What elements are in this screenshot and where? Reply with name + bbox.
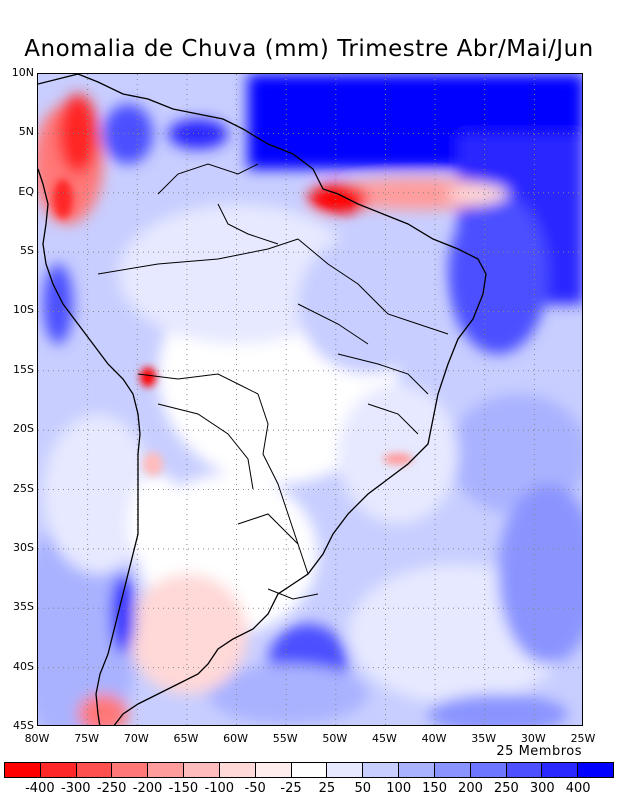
longitude-label: 50W — [322, 732, 348, 745]
colorbar-swatch — [76, 763, 113, 777]
colorbar-swatch — [148, 763, 185, 777]
colorbar-swatch — [40, 763, 77, 777]
south-america-coastline — [38, 74, 487, 725]
longitude-label: 30W — [520, 732, 546, 745]
latitude-label: 20S — [13, 422, 34, 436]
latitude-label: 25S — [13, 481, 34, 495]
colorbar-label: 25 — [318, 781, 336, 796]
colorbar-label: 50 — [354, 781, 372, 796]
colorbar-label: 200 — [458, 781, 483, 796]
colorbar-swatch — [542, 763, 579, 777]
latitude-label: 15S — [13, 362, 34, 376]
country-borders — [97, 163, 449, 600]
map-title: Anomalia de Chuva (mm) Trimestre Abr/Mai… — [24, 36, 594, 62]
colorbar-swatch — [219, 763, 256, 777]
longitude-label: 35W — [471, 732, 497, 745]
colorbar-swatch — [327, 763, 364, 777]
colorbar-label: 100 — [386, 781, 412, 796]
longitude-label: 25W — [570, 732, 596, 745]
colorbar-label: -50 — [244, 781, 266, 796]
graticule — [38, 74, 582, 725]
latitude-label: 35S — [13, 600, 34, 614]
colorbar-label: 250 — [493, 781, 519, 796]
map-canvas — [38, 74, 582, 725]
latitude-label: 10S — [13, 303, 34, 317]
latitude-label: 30S — [13, 540, 34, 554]
latitude-label: EQ — [18, 184, 34, 198]
colorbar-swatch — [506, 763, 543, 777]
latitude-label: 45S — [13, 719, 34, 732]
longitude-label: 45W — [372, 732, 397, 745]
latitude-label: 5S — [20, 244, 34, 258]
colorbar-label: -300 — [60, 781, 91, 796]
colorbar-label: -400 — [25, 781, 55, 796]
members-label: 25 Membros — [496, 744, 582, 759]
colorbar-swatch — [112, 763, 149, 777]
colorbar-label: -150 — [168, 781, 199, 796]
latitude-label: 5N — [18, 125, 34, 139]
colorbar-swatch — [363, 763, 400, 777]
latitude-label: 40S — [13, 659, 34, 673]
colorbar-label: 400 — [565, 781, 591, 796]
rainfall-anomaly-map — [37, 73, 583, 726]
colorbar-swatch — [434, 763, 471, 777]
anomaly-detail — [53, 179, 413, 476]
colorbar-label: 150 — [422, 781, 447, 796]
colorbar-swatch — [255, 763, 292, 777]
colorbar-swatch — [5, 763, 41, 777]
colorbar-label: -100 — [204, 781, 235, 796]
latitude-label: 10N — [11, 66, 34, 79]
colorbar-label: -25 — [280, 781, 302, 796]
longitude-label: 80W — [24, 732, 50, 745]
colorbar-label: -250 — [96, 781, 127, 796]
colorbar — [4, 762, 614, 778]
colorbar-swatch — [184, 763, 220, 777]
colorbar-swatch — [291, 763, 328, 777]
colorbar-swatch — [470, 763, 507, 777]
longitude-label: 55W — [272, 732, 298, 745]
anomaly-field — [38, 74, 582, 725]
colorbar-label: 300 — [529, 781, 555, 796]
longitude-label: 75W — [74, 732, 100, 745]
longitude-label: 40W — [421, 732, 447, 745]
colorbar-swatch — [578, 763, 614, 777]
longitude-label: 60W — [223, 732, 248, 745]
longitude-label: 70W — [123, 732, 149, 745]
longitude-label: 65W — [173, 732, 199, 745]
colorbar-label: -200 — [132, 781, 163, 796]
colorbar-swatch — [399, 763, 435, 777]
